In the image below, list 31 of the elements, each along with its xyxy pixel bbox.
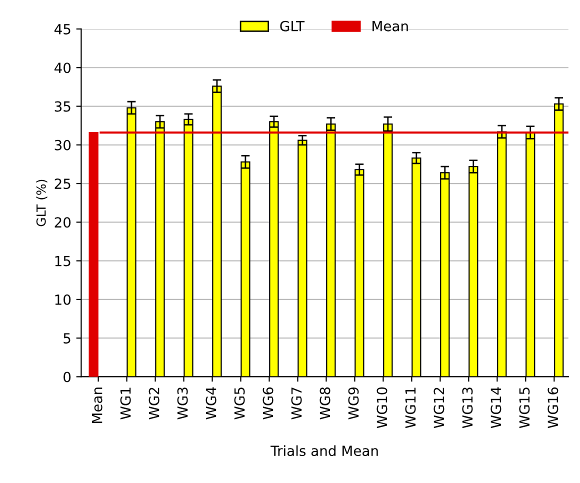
x-tick-label: WG12 [434,388,444,428]
x-tick-label: WG15 [519,388,530,428]
x-tick-label: WG10 [376,387,388,428]
y-axis-title: GLT (%) [36,180,48,226]
y-tick-label: 20 [54,217,71,228]
x-tick-label: WG1 [120,388,131,420]
y-tick-label: 35 [54,101,70,112]
y-tick-label: 40 [54,62,71,74]
y-tick-label: 15 [55,256,70,266]
x-tick-label: WG13 [462,388,473,428]
legend-label: GLT [280,20,305,32]
x-tick-label: WG14 [490,387,502,428]
x-tick-label: WG9 [348,387,359,420]
x-tick-label: WG11 [405,388,416,428]
x-tick-label: WG8 [320,387,330,420]
x-tick-label: WG6 [262,387,274,420]
y-tick-label: 45 [54,24,70,34]
x-tick-label: WG3 [177,388,188,420]
y-tick-label: 30 [54,140,71,150]
y-tick-label: 25 [54,178,70,190]
x-tick-label: WG7 [291,388,302,420]
y-tick-label: 0 [64,372,71,382]
x-axis-title: Trials and Mean [270,445,378,456]
legend-label: Mean [372,21,408,32]
x-tick-label: Mean [92,388,102,423]
x-tick-label: WG5 [234,388,245,420]
y-tick-label: 10 [55,294,71,305]
y-tick-label: 5 [64,333,70,344]
x-tick-label: WG2 [148,388,160,420]
x-tick-label: WG16 [548,387,558,428]
x-tick-label: WG4 [206,387,216,420]
